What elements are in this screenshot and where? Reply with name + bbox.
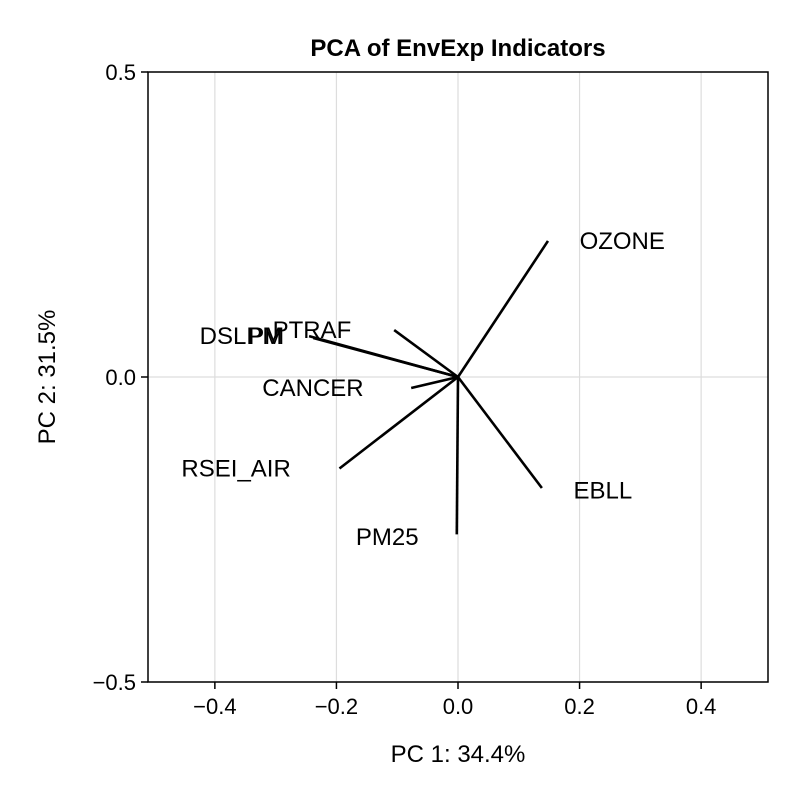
loading-label-ozone: OZONE [580,228,665,255]
loading-vector-ebll [456,376,543,489]
loading-label-ebll: EBLL [573,477,632,504]
chart-title: PCA of EnvExp Indicators [310,35,605,62]
loading-vector-pm [312,336,459,379]
loading-label-rsei-air: RSEI_AIR [181,456,290,483]
y-tick-label: 0.5 [105,60,136,85]
y-axis-label: PC 2: 31.5% [34,310,61,445]
loading-vector-rsei-air [338,375,459,470]
x-tick-label: −0.4 [193,694,236,719]
loading-vector-cancer [410,375,459,390]
loading-vector-ozone [456,240,550,378]
loading-label-cancer: CANCER [262,375,363,402]
x-tick-label: 0.4 [686,694,717,719]
x-tick-label: 0.2 [564,694,595,719]
loading-label-pm: PM [248,323,284,350]
loading-label-dslpm: DSLPM [200,323,283,350]
loading-label-ptraf: PTRAF [273,317,352,344]
x-tick-label: 0.0 [443,694,474,719]
loading-label-pm25: PM25 [356,524,419,551]
y-tick-label: −0.5 [93,670,136,695]
axis-ticks: −0.4 −0.2 0.0 0.2 0.4 −0.5 0.0 0.5 [93,60,717,719]
x-axis-label: PC 1: 34.4% [391,741,526,768]
loading-vectors [308,240,550,535]
loading-vector-ptraf [393,328,459,379]
x-tick-label: −0.2 [315,694,358,719]
y-tick-label: 0.0 [105,365,136,390]
loading-vector-pm25 [455,376,460,535]
